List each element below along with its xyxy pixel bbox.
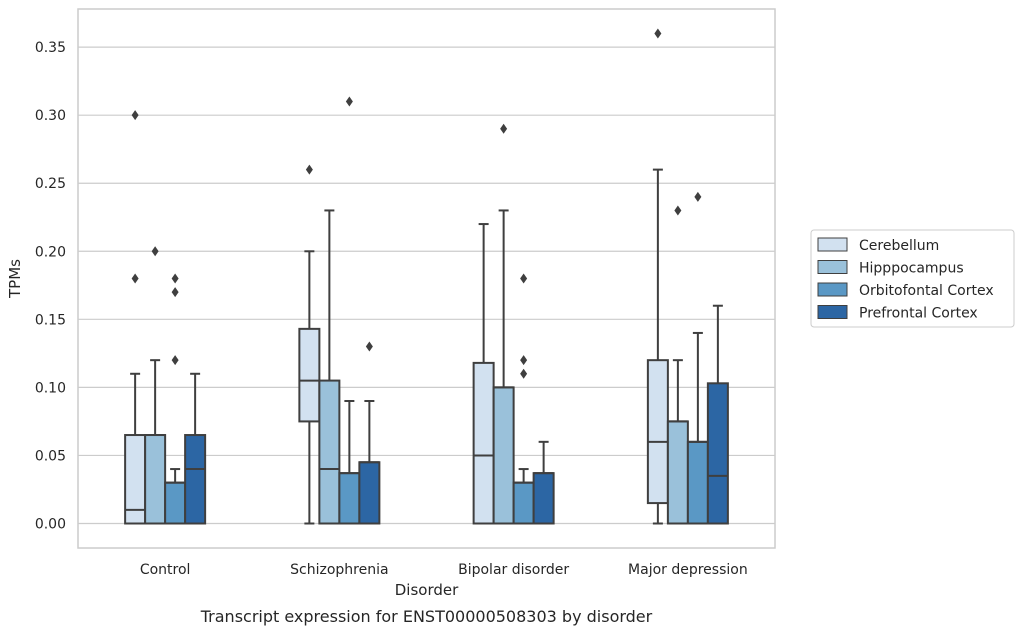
outlier-point xyxy=(520,368,528,379)
box-iqr xyxy=(184,434,207,525)
box-iqr xyxy=(666,420,689,525)
x-tick-label: Control xyxy=(140,562,191,578)
box-hipppocampus xyxy=(144,246,167,525)
legend-swatch xyxy=(817,237,848,252)
box-prefrontal-cortex xyxy=(532,440,555,525)
box-orbitofontal-cortex xyxy=(164,273,187,525)
box-cerebellum xyxy=(124,110,147,525)
legend-label: Cerebellum xyxy=(859,238,939,254)
outlier-point xyxy=(345,96,353,107)
legend-swatch xyxy=(817,260,848,274)
y-tick-label: 0.15 xyxy=(35,312,66,328)
box-prefrontal-cortex xyxy=(184,372,207,525)
outlier-point xyxy=(520,355,528,366)
box-iqr xyxy=(472,361,495,525)
box-hipppocampus xyxy=(318,209,341,525)
box-iqr xyxy=(144,434,167,525)
box-iqr xyxy=(298,327,321,423)
box-iqr xyxy=(318,379,341,525)
x-tick-label: Schizophrenia xyxy=(290,562,388,578)
x-axis-label: Disorder xyxy=(395,581,459,599)
y-tick-label: 0.00 xyxy=(35,517,66,533)
outlier-point xyxy=(674,205,682,216)
y-tick-label: 0.25 xyxy=(35,176,66,192)
box-prefrontal-cortex xyxy=(706,304,729,525)
plot-frame xyxy=(77,8,776,549)
legend-label: Orbitofontal Cortex xyxy=(859,283,994,299)
y-tick-label: 0.35 xyxy=(35,40,66,56)
box-iqr xyxy=(492,386,515,525)
outlier-point xyxy=(171,355,179,366)
box-iqr xyxy=(686,440,709,525)
legend-label: Prefrontal Cortex xyxy=(859,306,978,322)
y-tick-label: 0.20 xyxy=(35,244,66,260)
box-iqr xyxy=(646,359,669,505)
outlier-point xyxy=(131,273,139,284)
outlier-point xyxy=(500,123,508,134)
outlier-point xyxy=(654,28,662,39)
x-tick-label: Major depression xyxy=(628,562,748,578)
box-orbitofontal-cortex xyxy=(686,191,709,525)
outlier-point xyxy=(365,341,373,352)
legend-label: Hipppocampus xyxy=(859,261,964,277)
box-iqr xyxy=(512,481,535,525)
legend[interactable]: Cerebellum Hipppocampus Orbitofontal Corte… xyxy=(810,229,1015,328)
box-iqr xyxy=(164,481,187,525)
outlier-point xyxy=(151,246,159,257)
y-tick-label: 0.05 xyxy=(35,448,66,464)
box-cerebellum xyxy=(646,28,669,525)
y-axis-label: TPMs xyxy=(6,259,24,299)
chart-caption: Transcript expression for ENST0000050830… xyxy=(200,607,653,626)
legend-frame xyxy=(810,229,1015,328)
x-tick-label: Bipolar disorder xyxy=(458,562,569,578)
y-tick-label: 0.30 xyxy=(35,108,66,124)
legend-swatch xyxy=(817,305,848,319)
box-prefrontal-cortex xyxy=(358,341,381,525)
box-iqr xyxy=(532,472,555,525)
outlier-point xyxy=(520,273,528,284)
box-orbitofontal-cortex xyxy=(512,273,535,525)
outlier-point xyxy=(305,164,313,175)
x-axis-ticks: Control Schizophrenia Bipolar disorder Majo… xyxy=(140,562,748,578)
box-iqr xyxy=(706,382,729,525)
box-hipppocampus xyxy=(666,205,689,525)
outlier-point xyxy=(171,287,179,298)
box-orbitofontal-cortex xyxy=(338,96,361,525)
box-hipppocampus xyxy=(492,123,515,525)
box-cerebellum xyxy=(472,223,495,525)
legend-swatch xyxy=(817,282,848,297)
box-cerebellum xyxy=(298,164,321,525)
outlier-point xyxy=(171,273,179,284)
y-axis-ticks: 0.00 0.05 0.10 0.15 0.20 0.25 0.30 0.35 xyxy=(35,40,66,532)
outlier-point xyxy=(694,191,702,202)
box-iqr xyxy=(358,461,381,525)
plot-area xyxy=(124,28,729,525)
outlier-point xyxy=(131,110,139,121)
y-tick-label: 0.10 xyxy=(35,380,66,396)
box-iqr xyxy=(338,472,361,525)
